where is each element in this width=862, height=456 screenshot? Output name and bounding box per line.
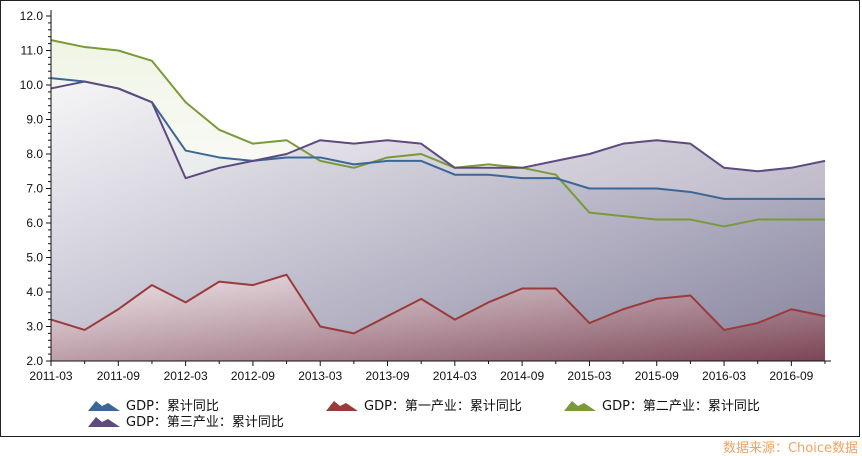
series-area <box>51 274 825 361</box>
series-line <box>50 80 826 180</box>
y-tick-label: 4.0 <box>26 285 43 299</box>
x-tick-label: 2011-03 <box>29 369 72 383</box>
y-tick-label: 5.0 <box>26 251 43 265</box>
x-tick-label: 2016-09 <box>769 369 813 383</box>
x-tick-label: 2011-09 <box>97 369 140 383</box>
chart-frame <box>0 0 860 437</box>
legend-label: GDP：第三产业：累计同比 <box>126 415 284 430</box>
legend-label: GDP：累计同比 <box>126 399 219 414</box>
x-tick-label: 2016-03 <box>702 369 746 383</box>
y-tick-label: 8.0 <box>26 147 43 161</box>
legend-item-secondary[interactable]: GDP：第二产业：累计同比 <box>564 395 760 414</box>
legend-label: GDP：第一产业：累计同比 <box>364 399 522 414</box>
legend-swatch-icon <box>326 400 358 411</box>
legend-item-primary[interactable]: GDP：第一产业：累计同比 <box>326 395 522 414</box>
legend-swatch-icon <box>564 400 596 411</box>
x-tick-label: 2013-03 <box>298 369 342 383</box>
x-tick-label: 2015-09 <box>635 369 679 383</box>
legend-label: GDP：第二产业：累计同比 <box>602 399 760 414</box>
x-tick-label: 2013-09 <box>365 369 409 383</box>
x-tick-label: 2012-09 <box>231 369 275 383</box>
y-tick-label: 10.0 <box>20 78 44 92</box>
y-tick-label: 11.0 <box>21 44 44 58</box>
y-tick-label: 9.0 <box>26 113 43 127</box>
legend-swatch-icon <box>88 416 120 427</box>
y-tick-label: 6.0 <box>26 216 43 230</box>
chart-plot: 2.0 3.0 4.0 5.0 6.0 7.0 8.0 9.0 10.0 11.0 12.0 2011… <box>20 9 831 383</box>
x-tick-label: 2014-03 <box>433 369 477 383</box>
series-line <box>50 273 826 335</box>
legend-item-tertiary[interactable]: GDP：第三产业：累计同比 <box>88 411 284 430</box>
data-source: 数据来源：Choice数据 <box>722 441 858 456</box>
y-tick-label: 12.0 <box>20 9 44 23</box>
series-line <box>50 39 825 228</box>
x-tick-label: 2014-09 <box>500 369 544 383</box>
legend-item-gdp[interactable]: GDP：累计同比 <box>88 395 219 414</box>
x-tick-label: 2012-03 <box>164 369 208 383</box>
legend-swatch-icon <box>88 400 120 411</box>
x-tick-label: 2015-03 <box>567 369 611 383</box>
series-line <box>50 77 825 200</box>
y-tick-label: 3.0 <box>26 320 43 334</box>
y-tick-label: 7.0 <box>26 182 43 196</box>
y-tick-label: 2.0 <box>26 354 43 368</box>
